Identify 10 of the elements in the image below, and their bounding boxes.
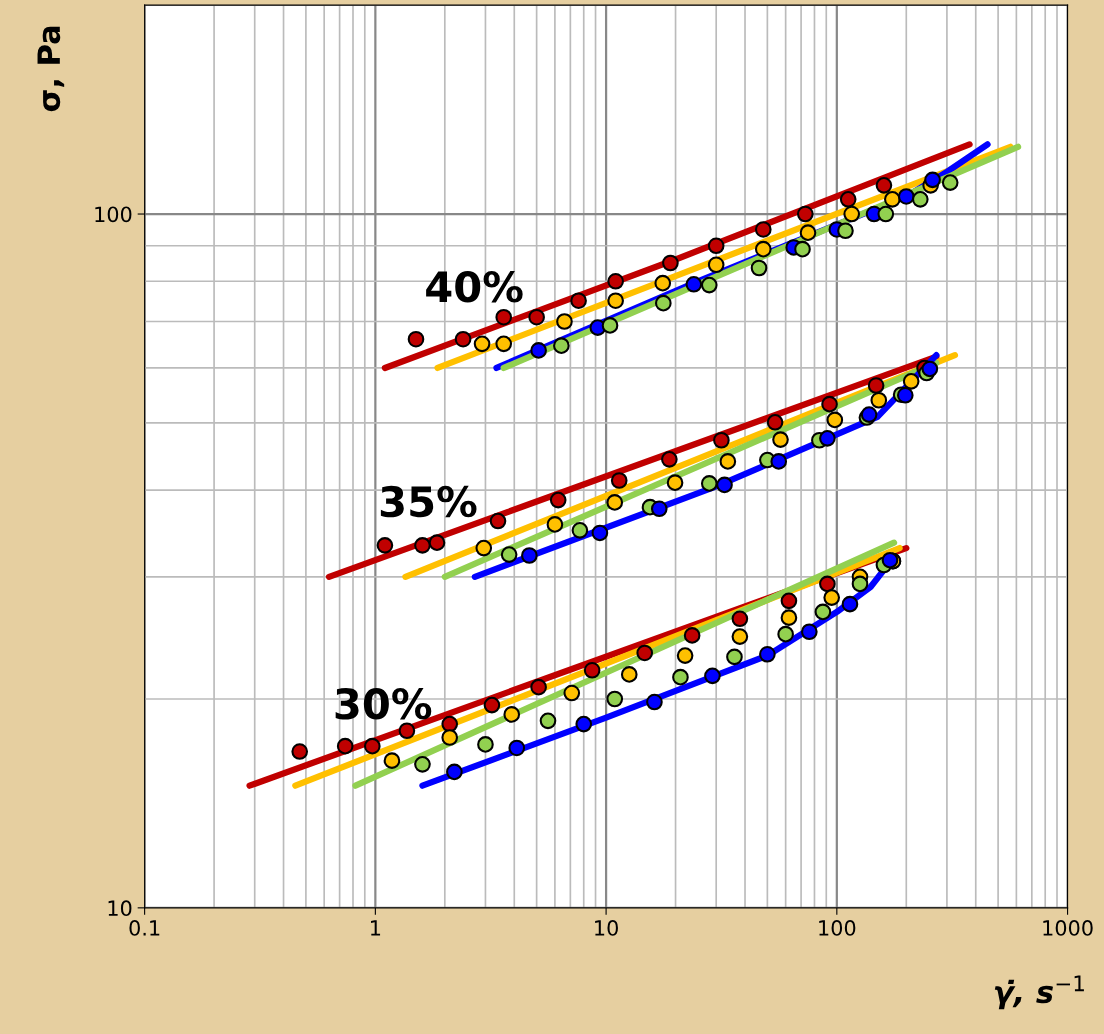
x-tick-label: 1000: [1043, 920, 1093, 936]
x-tick-label: 10: [595, 920, 618, 936]
annotation: 30%: [335, 688, 432, 720]
y-axis-title: σ, Pa: [37, 26, 65, 112]
x-tick-label: 100: [819, 920, 856, 936]
x-axis-title: γ̇, s$^{−1}$: [994, 975, 1084, 1010]
x-tick-label: 1: [371, 920, 381, 936]
annotation: 40%: [426, 270, 523, 303]
x-tick-label: 0.1: [129, 920, 160, 936]
annotation: 35%: [380, 485, 477, 518]
